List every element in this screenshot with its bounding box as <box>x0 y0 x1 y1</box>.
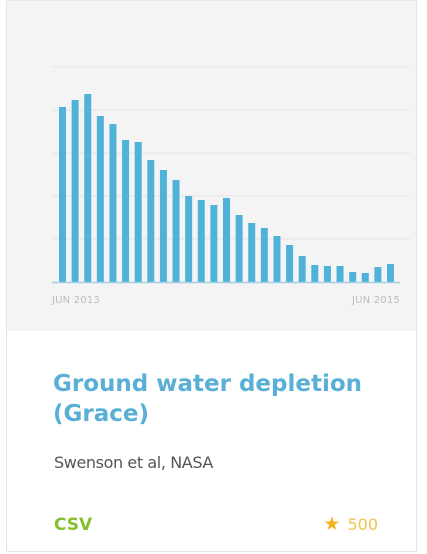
format-badge: CSV <box>54 515 93 535</box>
x-tick-label-start: JUN 2013 <box>51 295 100 306</box>
bar <box>336 266 344 282</box>
bar <box>109 124 117 282</box>
x-tick-label-end: JUN 2015 <box>351 295 400 306</box>
bar <box>185 196 193 282</box>
dataset-title[interactable]: Ground water depletion (Grace) <box>53 371 363 427</box>
star-count[interactable]: ★ 500 <box>323 513 378 535</box>
dataset-source: Swenson et al, NASA <box>54 453 213 472</box>
bar <box>197 200 205 282</box>
bar <box>273 236 281 282</box>
bar <box>59 107 66 282</box>
bar <box>172 180 180 282</box>
bar <box>134 142 142 282</box>
dataset-card[interactable]: JUN 2013 JUN 2015 Ground water depletion… <box>6 0 417 552</box>
bar <box>159 170 167 282</box>
bar <box>260 228 268 282</box>
bar <box>210 205 218 282</box>
bar <box>223 198 230 282</box>
chart-thumbnail: JUN 2013 JUN 2015 <box>7 1 416 331</box>
bar <box>323 266 331 282</box>
bar <box>147 160 155 282</box>
bar <box>311 265 319 282</box>
bar <box>96 116 104 282</box>
bar-chart: JUN 2013 JUN 2015 <box>51 66 410 306</box>
bar <box>387 264 394 282</box>
bar <box>84 94 92 282</box>
bar <box>286 245 294 282</box>
bar <box>122 140 130 282</box>
bar <box>235 215 243 282</box>
bar <box>248 223 256 282</box>
bar <box>349 272 357 282</box>
star-icon: ★ <box>323 513 341 535</box>
bar <box>298 256 306 282</box>
bar <box>361 273 369 282</box>
star-count-value: 500 <box>347 515 378 534</box>
bar <box>71 100 79 282</box>
bar <box>374 267 382 282</box>
